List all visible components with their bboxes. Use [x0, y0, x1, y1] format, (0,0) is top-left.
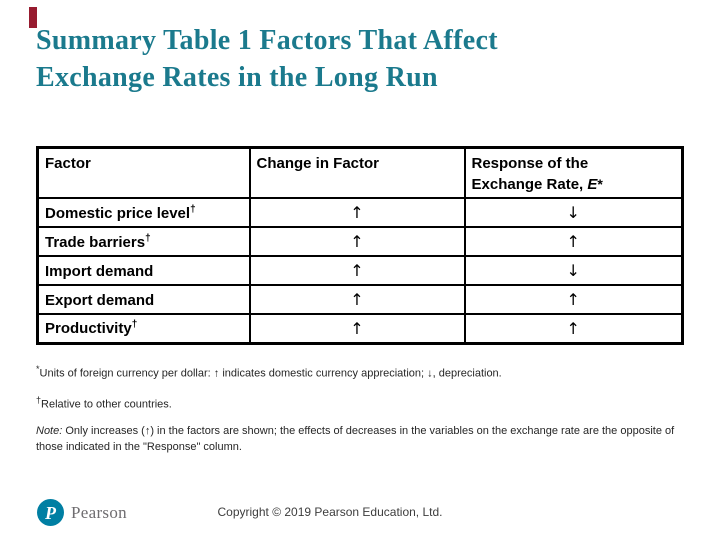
- change-arrow: ↑: [248, 226, 466, 257]
- footnote-relative: †Relative to other countries.: [36, 392, 686, 413]
- header-factor: Factor: [36, 146, 251, 199]
- factor-label: Trade barriers: [45, 233, 146, 251]
- title-line-1: Summary Table 1 Factors That Affect: [36, 25, 498, 56]
- dagger-mark: †: [131, 319, 138, 331]
- copyright-text: Copyright © 2019 Pearson Education, Ltd.: [217, 505, 443, 519]
- asterisk-marker: *: [36, 364, 40, 374]
- footnote-units-text: Units of foreign currency per dollar: ↑ …: [39, 367, 502, 380]
- header-response-star: *: [597, 176, 603, 192]
- header-response-line2: Exchange Rate,: [471, 176, 588, 193]
- dagger-mark: †: [145, 232, 151, 244]
- factor-label: Import demand: [45, 262, 154, 280]
- factor-cell: Export demand: [36, 284, 251, 315]
- factor-label: Domestic price level: [45, 204, 191, 222]
- pearson-wordmark: Pearson: [71, 502, 127, 522]
- change-arrow: ↑: [248, 284, 466, 315]
- header-response-line1: Response of the: [471, 155, 589, 172]
- table-row: Domestic price level† ↑ ↓: [36, 197, 684, 228]
- dagger-marker: †: [36, 395, 42, 405]
- slide-title: Summary Table 1 Factors That Affect Excha…: [36, 22, 498, 96]
- table-header-row: Factor Change in Factor Response of the E…: [36, 146, 684, 199]
- factor-cell: Import demand: [36, 255, 251, 286]
- header-response: Response of the Exchange Rate, E*: [463, 146, 684, 199]
- pearson-logo-letter: P: [45, 502, 56, 523]
- accent-bar: [29, 7, 37, 28]
- table-row: Import demand ↑ ↓: [36, 255, 684, 286]
- table-row: Productivity† ↑ ↑: [36, 313, 684, 344]
- pearson-logo: P Pearson: [37, 499, 127, 526]
- note-text: Only increases (↑) in the factors are sh…: [36, 425, 675, 453]
- table-row: Trade barriers† ↑ ↑: [36, 226, 684, 257]
- change-arrow: ↑: [248, 313, 466, 344]
- factor-cell: Trade barriers†: [36, 226, 251, 257]
- header-change-in-factor: Change in Factor: [248, 146, 466, 199]
- response-arrow: ↓: [463, 255, 684, 286]
- change-arrow: ↑: [248, 255, 466, 286]
- response-arrow: ↓: [463, 197, 684, 228]
- footnote-relative-text: Relative to other countries.: [41, 398, 172, 411]
- dagger-mark: †: [190, 203, 196, 215]
- factor-label: Export demand: [45, 291, 155, 309]
- note-label: Note:: [36, 425, 63, 437]
- footnote-note: Note: Only increases (↑) in the factors …: [36, 423, 686, 455]
- factor-cell: Domestic price level†: [36, 197, 251, 228]
- response-arrow: ↑: [463, 284, 684, 315]
- table-row: Export demand ↑ ↑: [36, 284, 684, 315]
- response-arrow: ↑: [463, 313, 684, 344]
- header-response-symbol: E: [587, 176, 598, 193]
- pearson-logo-icon: P: [37, 499, 64, 526]
- response-arrow: ↑: [463, 226, 684, 257]
- factor-cell: Productivity†: [36, 313, 251, 344]
- title-line-2: Exchange Rates in the Long Run: [36, 62, 438, 93]
- summary-table: Factor Change in Factor Response of the E…: [36, 146, 684, 345]
- footnote-units: *Units of foreign currency per dollar: ↑…: [36, 361, 686, 382]
- factor-label: Productivity: [45, 320, 132, 338]
- change-arrow: ↑: [248, 197, 466, 228]
